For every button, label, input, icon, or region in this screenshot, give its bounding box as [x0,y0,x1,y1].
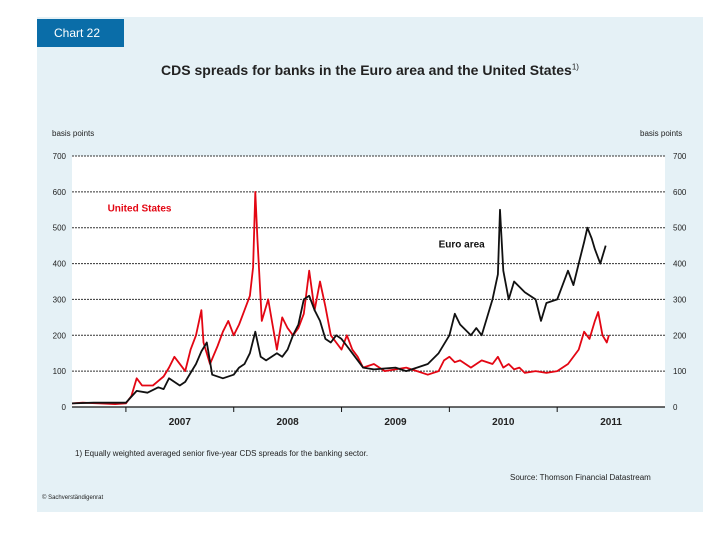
y-tick-right-300: 300 [673,295,687,304]
chart-title: CDS spreads for banks in the Euro area a… [120,62,620,78]
y-tick-right-700: 700 [673,152,687,161]
y-tick-right-500: 500 [673,224,687,233]
y-tick-right-200: 200 [673,331,687,340]
y-tick-right-100: 100 [673,367,687,376]
x-tick-2009: 2009 [384,417,407,428]
series-label-united-states: United States [108,204,172,215]
x-tick-2007: 2007 [169,417,192,428]
series-label-euro-area: Euro area [439,239,486,250]
y-tick-left-600: 600 [53,188,67,197]
footnote: 1) Equally weighted averaged senior five… [75,449,369,458]
y-tick-right-0: 0 [673,403,678,412]
series-line-euro-area [71,208,607,405]
right-axis-unit: basis points [640,129,683,138]
y-tick-left-100: 100 [53,367,67,376]
x-tick-2011: 2011 [600,417,622,428]
x-tick-2010: 2010 [492,417,515,428]
y-tick-right-600: 600 [673,188,687,197]
y-tick-right-400: 400 [673,260,687,269]
x-tick-2008: 2008 [277,417,300,428]
title-footnote-marker: 1) [571,62,579,72]
left-axis-unit: basis points [52,129,95,138]
y-tick-left-0: 0 [62,403,67,412]
chart-title-text: CDS spreads for banks in the Euro area a… [161,62,572,78]
source-note: Source: Thomson Financial Datastream [510,473,651,482]
y-tick-left-700: 700 [53,152,67,161]
series-line-united-states [71,191,610,405]
y-tick-left-400: 400 [53,260,67,269]
y-tick-left-500: 500 [53,224,67,233]
y-tick-left-200: 200 [53,331,67,340]
chart-number-tab: Chart 22 [37,19,124,47]
copyright-note: © Sachverständigenrat [42,495,104,501]
y-tick-left-300: 300 [53,295,67,304]
